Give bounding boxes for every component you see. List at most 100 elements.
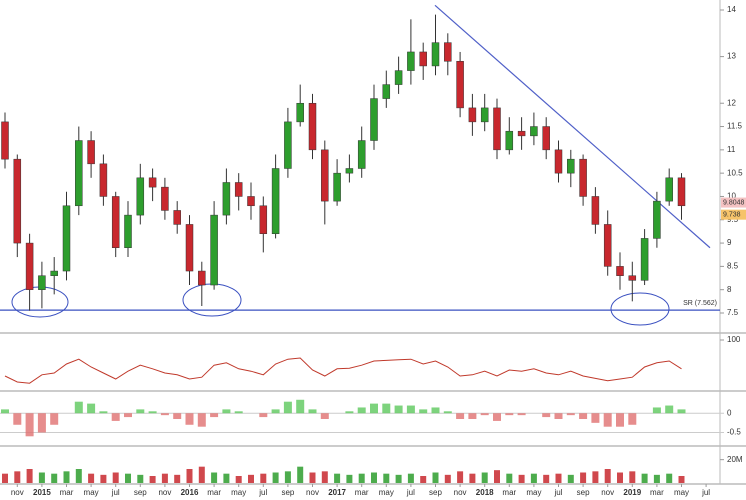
x-tick-label: may — [231, 488, 246, 497]
volume-bar — [174, 474, 181, 483]
volume-bar — [432, 472, 439, 483]
y-tick-label: 8.5 — [727, 261, 739, 270]
candle-body — [554, 149, 563, 174]
volume-bar — [666, 473, 673, 483]
volume-bar — [444, 474, 451, 483]
candle-body — [345, 168, 354, 174]
candle-body — [161, 186, 169, 211]
volume-bar — [530, 473, 537, 483]
volume-bar — [100, 474, 107, 483]
macd-bar — [443, 411, 452, 414]
x-tick-label: jul — [258, 488, 267, 497]
candle-body — [567, 158, 575, 174]
candle-body — [407, 51, 415, 71]
x-tick-label: jul — [406, 488, 415, 497]
candle-body — [616, 266, 624, 276]
x-tick-label: mar — [650, 488, 664, 497]
macd-bar — [210, 413, 219, 418]
macd-bar — [505, 413, 514, 416]
x-tick-label: may — [674, 488, 689, 497]
macd-bar — [493, 413, 501, 421]
macd-bar — [111, 413, 120, 421]
candle-body — [148, 177, 157, 188]
volume-bar — [641, 473, 648, 483]
candle-body — [505, 130, 514, 151]
volume-bar — [395, 474, 402, 483]
candle-body — [603, 224, 612, 267]
x-tick-label: 2019 — [623, 488, 641, 497]
volume-bar — [494, 470, 500, 483]
volume-bar — [260, 473, 267, 483]
macd-bar — [160, 413, 169, 416]
volume-bar — [678, 476, 685, 483]
volume-bar — [75, 469, 82, 483]
macd-bar — [74, 401, 83, 414]
x-tick-label: 2016 — [181, 488, 199, 497]
macd-bar — [357, 407, 366, 414]
volume-bar — [481, 472, 488, 483]
price-label-box — [721, 209, 746, 220]
candle-body — [431, 42, 440, 67]
y-tick-label: 12 — [727, 98, 736, 107]
candle-body — [13, 158, 22, 244]
macd-bar — [1, 409, 9, 414]
candle-body — [308, 102, 317, 151]
macd-bar — [517, 413, 526, 416]
volume-bar — [38, 472, 45, 483]
candle-body — [75, 140, 83, 207]
macd-bar — [554, 413, 563, 419]
macd-bar — [197, 413, 206, 427]
candle-body — [50, 270, 58, 276]
candle-body — [579, 158, 587, 197]
volume-bar — [112, 472, 119, 483]
y-tick-label: 14 — [727, 5, 736, 14]
candle-body — [468, 107, 477, 123]
volume-bar — [580, 472, 587, 483]
support-label: SR (7.562) — [683, 300, 717, 307]
volume-bar — [125, 473, 131, 483]
volume-bar — [235, 476, 242, 483]
candle-body — [198, 270, 206, 286]
volume-bar — [14, 471, 21, 483]
macd-bar — [259, 413, 268, 418]
volume-bar — [629, 471, 636, 483]
candle-body — [99, 163, 108, 197]
macd-bar — [394, 405, 403, 414]
y-tick-label: 0 — [727, 408, 732, 417]
x-tick-label: nov — [601, 488, 614, 497]
macd-bar — [148, 411, 157, 414]
volume-bar — [198, 466, 205, 483]
macd-bar — [124, 413, 132, 418]
price-label: 9.8048 — [723, 199, 745, 206]
macd-bar — [37, 413, 46, 433]
x-tick-label: jul — [111, 488, 120, 497]
volume-bar — [567, 474, 574, 483]
volume-bar — [137, 474, 144, 483]
volume-bar — [346, 474, 353, 483]
volume-bar — [26, 469, 33, 483]
volume-bar — [469, 473, 476, 483]
price-label-box — [721, 197, 746, 208]
volume-bar — [420, 476, 427, 483]
candle-body — [210, 214, 218, 286]
macd-bar — [370, 403, 378, 414]
volume-bar — [617, 472, 623, 483]
y-tick-label: 13 — [727, 52, 736, 61]
x-tick-label: sep — [577, 488, 590, 497]
macd-bar — [13, 413, 22, 425]
macd-bar — [652, 407, 661, 414]
volume-bar — [223, 473, 230, 483]
y-tick-label: 8 — [727, 285, 732, 294]
macd-bar — [25, 413, 34, 437]
macd-bar — [419, 409, 428, 414]
macd-bar — [87, 403, 96, 414]
macd-bar — [579, 413, 588, 419]
macd-bar — [677, 409, 686, 414]
volume-bar — [297, 466, 304, 483]
candle-body — [284, 121, 292, 169]
x-tick-label: nov — [306, 488, 319, 497]
y-tick-label: -0.5 — [727, 428, 741, 437]
candle-body — [653, 200, 661, 239]
volume-bar — [211, 472, 218, 483]
price-label: 9.738 — [723, 212, 741, 219]
